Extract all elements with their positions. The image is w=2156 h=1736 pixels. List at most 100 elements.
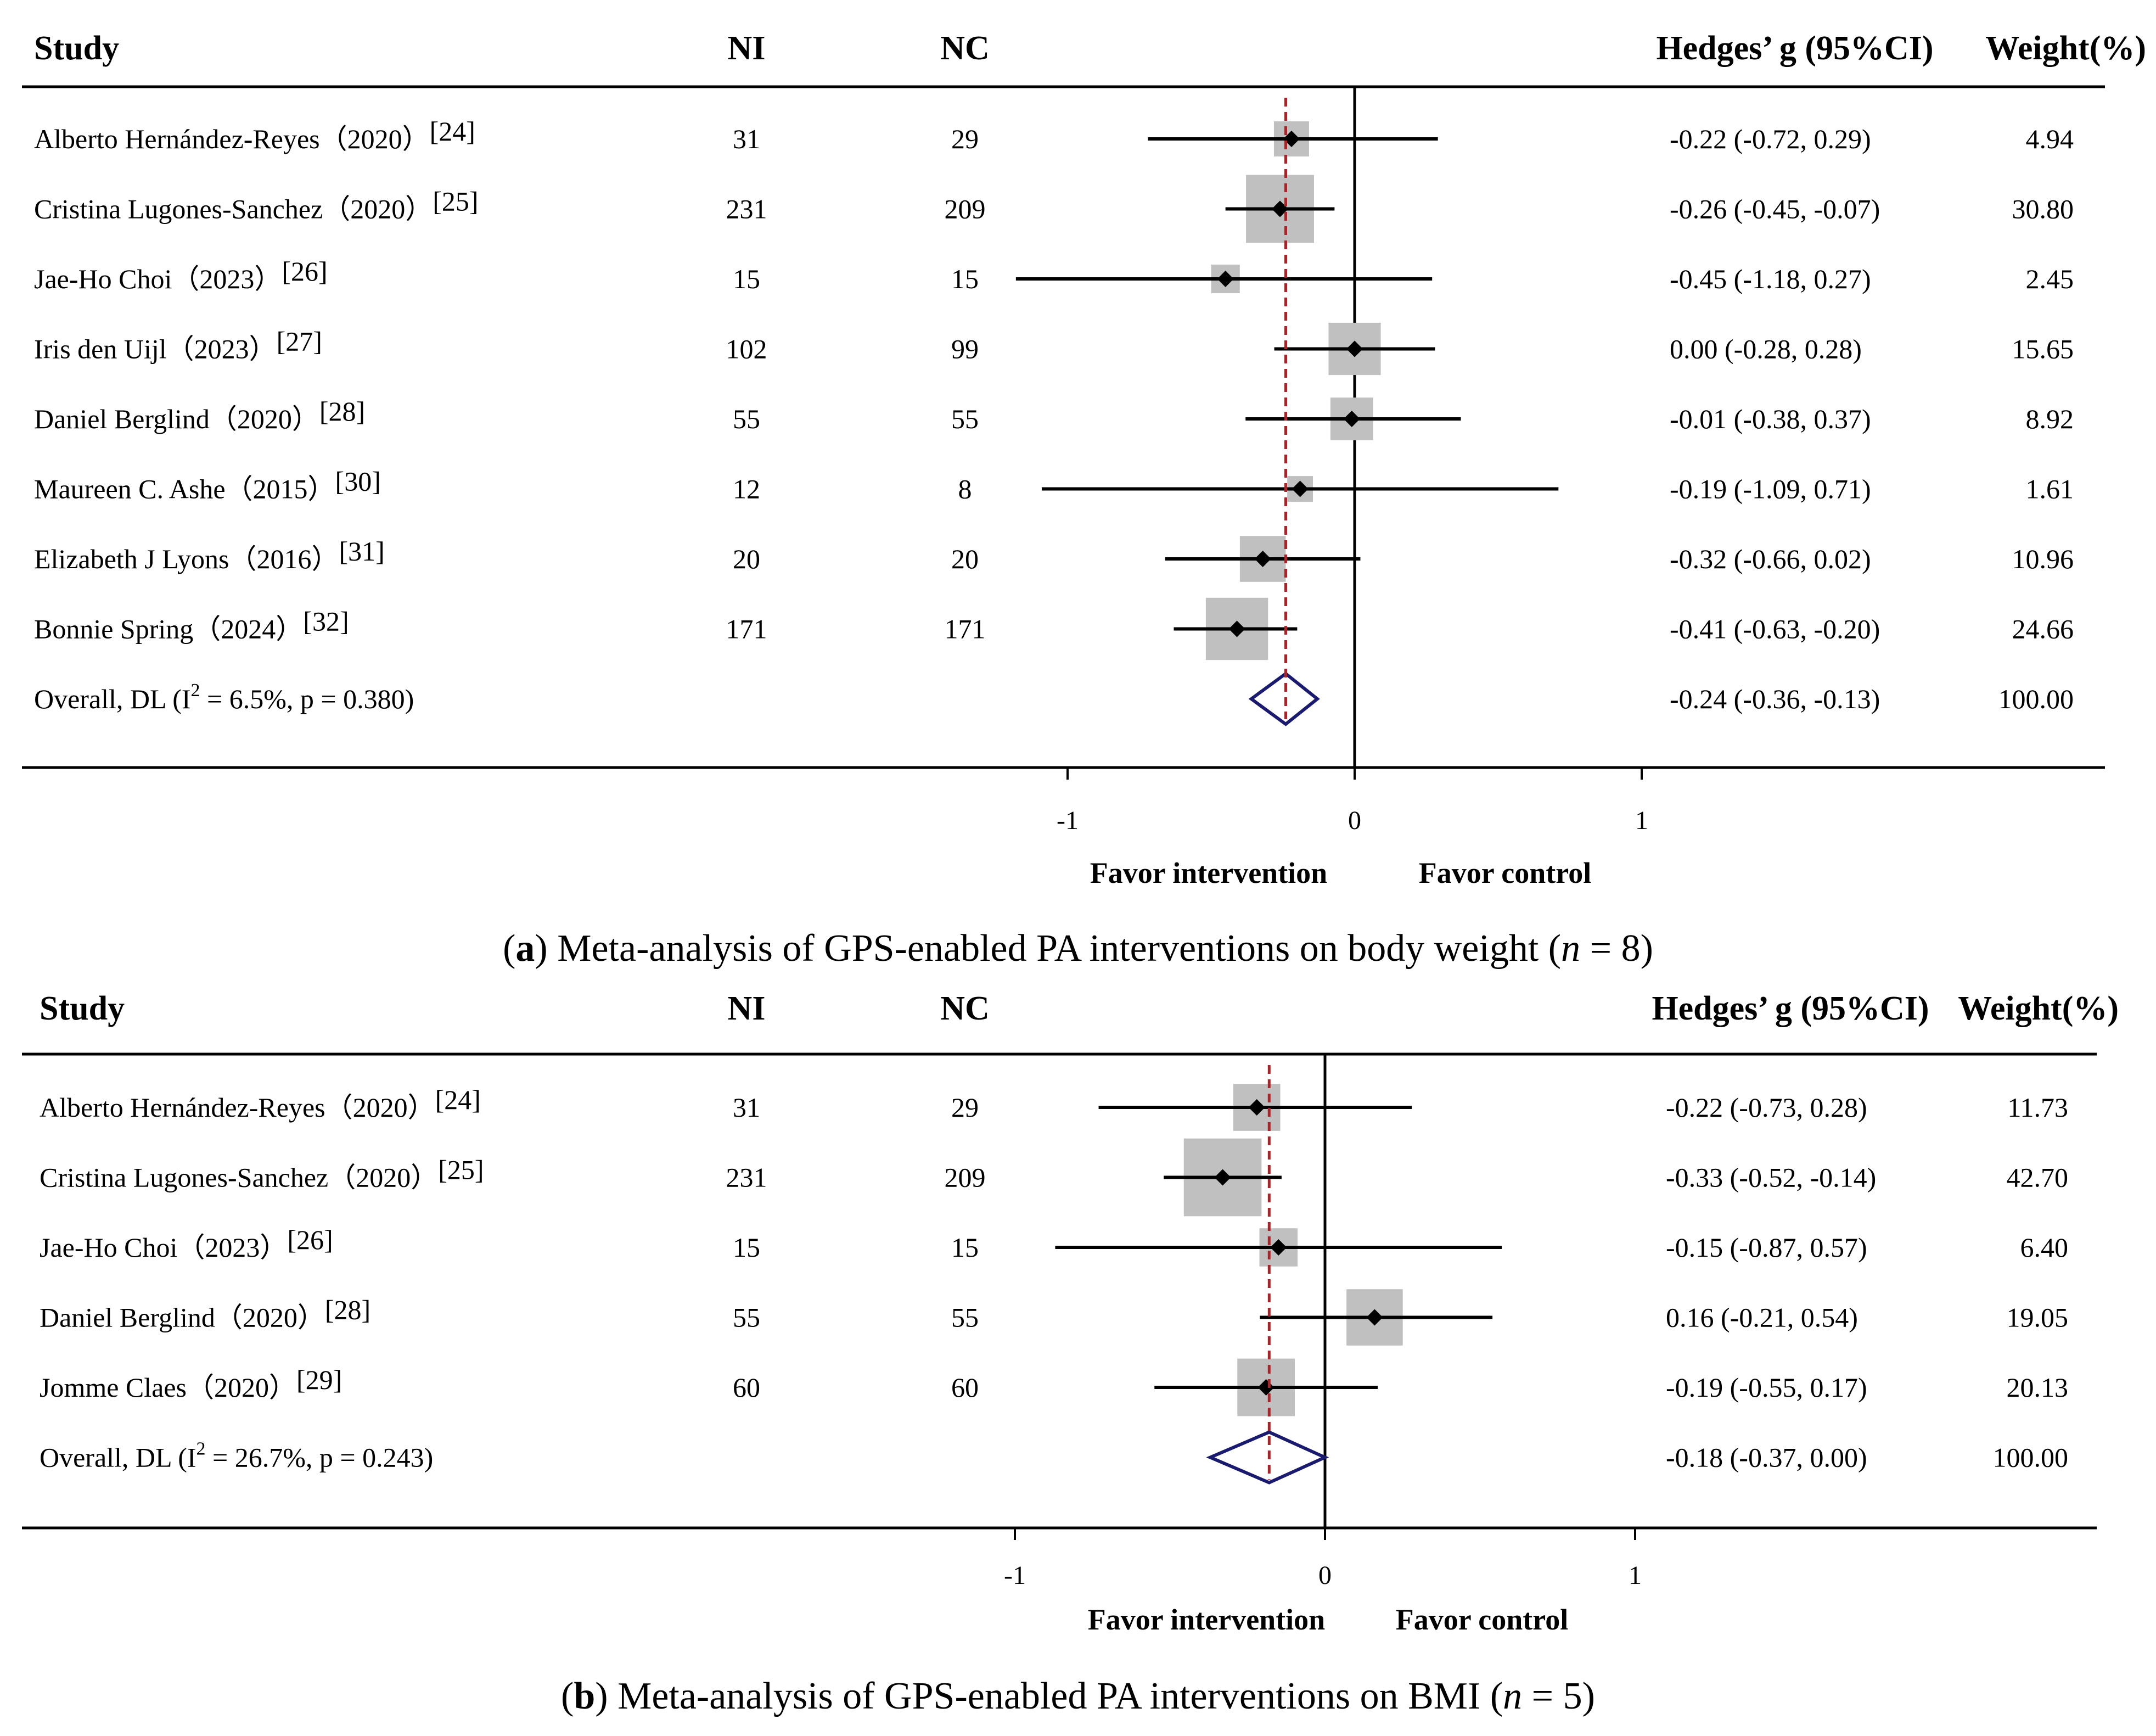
study-name: Alberto Hernández-Reyes（2020）: [40, 1092, 435, 1123]
study-ref: [28]: [319, 396, 365, 427]
caption-open: (: [561, 1675, 574, 1717]
favor-control-label: Favor control: [1396, 1603, 1568, 1636]
point-estimate: [1346, 340, 1363, 357]
study-weight: 30.80: [2012, 194, 2074, 225]
overall-label-pre: Overall, DL (I: [40, 1442, 196, 1473]
study-ref: [28]: [325, 1295, 370, 1325]
favor-control-label: Favor control: [1419, 856, 1591, 889]
study-label: Daniel Berglind（2020）[28]: [34, 396, 365, 434]
caption-equals: =: [1522, 1675, 1563, 1717]
panel-b-bmi: Study NI NC Hedges’ g (95%CI) Weight(%) Alber…: [22, 990, 2119, 1717]
study-label: Daniel Berglind（2020）[28]: [40, 1295, 370, 1333]
point-estimate: [1270, 1239, 1287, 1256]
x-tick-label: 0: [1348, 806, 1361, 835]
caption-equals: =: [1580, 927, 1621, 970]
caption-end: ): [1641, 927, 1653, 970]
study-ni: 171: [726, 614, 767, 645]
study-effect: -0.33 (-0.52, -0.14): [1666, 1162, 1876, 1193]
point-estimate: [1214, 1169, 1231, 1186]
caption-panel-label: b: [574, 1675, 595, 1717]
study-ref: [31]: [339, 536, 385, 567]
study-ni: 15: [733, 1232, 760, 1263]
study-nc: 15: [951, 264, 979, 294]
study-ref: [25]: [438, 1155, 484, 1185]
header-effect: Hedges’ g (95%CI): [1652, 990, 1929, 1027]
study-ref: [25]: [433, 186, 478, 217]
study-weight: 10.96: [2012, 544, 2074, 574]
overall-diamond: [1248, 671, 1320, 726]
point-estimate: [1272, 200, 1289, 217]
study-effect: -0.19 (-1.09, 0.71): [1670, 474, 1871, 505]
study-weight: 1.61: [2026, 474, 2074, 505]
x-tick-label: -1: [1004, 1561, 1026, 1590]
study-ref: [30]: [335, 466, 381, 497]
study-effect: -0.19 (-0.55, 0.17): [1666, 1372, 1867, 1403]
study-name: Cristina Lugones-Sanchez（2020）: [40, 1162, 438, 1193]
overall-label-pre: Overall, DL (I: [34, 684, 191, 714]
study-name: Jae-Ho Choi（2023）: [40, 1232, 287, 1263]
study-ni: 55: [733, 404, 760, 434]
study-effect: -0.26 (-0.45, -0.07): [1670, 194, 1880, 225]
caption-paren: (: [1480, 1675, 1503, 1717]
study-name: Daniel Berglind（2020）: [40, 1302, 325, 1333]
study-ni: 231: [726, 1162, 767, 1193]
caption-n-symbol: n: [1561, 927, 1580, 970]
study-ni: 55: [733, 1302, 760, 1333]
study-weight: 19.05: [2007, 1302, 2069, 1333]
overall-label-post: = 26.7%, p = 0.243): [206, 1442, 434, 1473]
study-weight: 20.13: [2007, 1372, 2069, 1403]
study-name: Jae-Ho Choi（2023）: [34, 264, 282, 294]
point-estimate: [1254, 551, 1271, 567]
study-ref: [29]: [296, 1364, 342, 1395]
study-ref: [26]: [287, 1224, 333, 1255]
study-nc: 8: [958, 474, 972, 505]
study-label: Cristina Lugones-Sanchez（2020）[25]: [40, 1155, 484, 1193]
favor-intervention-label: Favor intervention: [1088, 1603, 1325, 1636]
study-label: Alberto Hernández-Reyes（2020）[24]: [40, 1084, 481, 1123]
caption-n-value: 8: [1621, 927, 1641, 970]
point-estimate: [1292, 480, 1309, 497]
study-label: Elizabeth J Lyons（2016）[31]: [34, 536, 385, 574]
header-effect: Hedges’ g (95%CI): [1656, 30, 1933, 67]
x-tick-label: 0: [1318, 1561, 1332, 1590]
overall-weight: 100.00: [1993, 1442, 2069, 1473]
x-tick-label: 1: [1635, 806, 1648, 835]
study-effect: -0.32 (-0.66, 0.02): [1670, 544, 1871, 574]
study-nc: 29: [951, 1092, 979, 1123]
study-weight: 8.92: [2026, 404, 2074, 434]
study-weight: 15.65: [2012, 334, 2074, 365]
overall-effect: -0.24 (-0.36, -0.13): [1670, 684, 1880, 714]
caption-n-value: 5: [1563, 1675, 1582, 1717]
study-nc: 55: [951, 404, 979, 434]
caption-open: (: [503, 927, 515, 970]
study-effect: -0.01 (-0.38, 0.37): [1670, 404, 1871, 434]
study-name: Iris den Uijl（2023）: [34, 334, 277, 365]
study-name: Alberto Hernández-Reyes（2020）: [34, 124, 430, 154]
overall-label: Overall, DL (I2 = 26.7%, p = 0.243): [40, 1439, 433, 1473]
overall-diamond: [1206, 1430, 1329, 1485]
study-nc: 209: [945, 194, 986, 225]
header-ni: NI: [728, 990, 766, 1027]
x-tick-label: 1: [1629, 1561, 1642, 1590]
study-weight: 2.45: [2026, 264, 2074, 294]
header-weight: Weight(%): [1958, 990, 2119, 1027]
point-estimate: [1366, 1309, 1383, 1326]
study-name: Bonnie Spring（2024）: [34, 614, 303, 645]
study-nc: 20: [951, 544, 979, 574]
study-label: Bonnie Spring（2024）[32]: [34, 606, 349, 645]
study-effect: 0.16 (-0.21, 0.54): [1666, 1302, 1858, 1333]
study-weight: 42.70: [2007, 1162, 2069, 1193]
x-tick-label: -1: [1057, 806, 1079, 835]
study-nc: 99: [951, 334, 979, 365]
study-name: Cristina Lugones-Sanchez（2020）: [34, 194, 433, 225]
study-label: Iris den Uijl（2023）[27]: [34, 326, 322, 365]
header-ni: NI: [728, 30, 766, 67]
study-ni: 15: [733, 264, 760, 294]
caption-close: ): [535, 927, 557, 970]
study-effect: -0.41 (-0.63, -0.20): [1670, 614, 1880, 645]
point-estimate: [1217, 271, 1234, 287]
panel-caption: (a) Meta-analysis of GPS-enabled PA inte…: [503, 927, 1653, 970]
caption-paren: (: [1539, 927, 1561, 970]
overall-label-post: = 6.5%, p = 0.380): [200, 684, 414, 714]
